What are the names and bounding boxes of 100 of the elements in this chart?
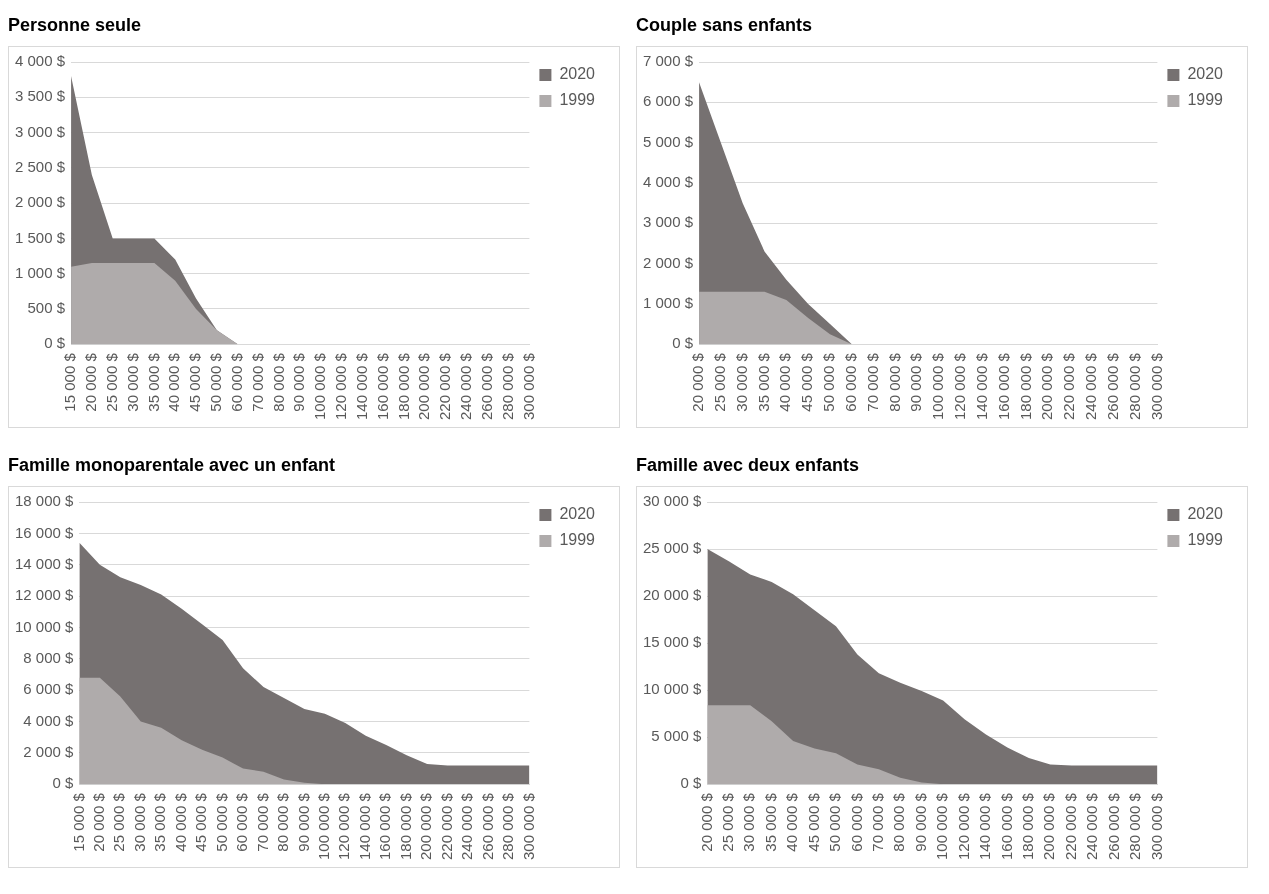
x-tick-label: 180 000 $ — [396, 792, 414, 860]
x-tick-label: 220 000 $ — [436, 352, 454, 420]
x-tick-label: 260 000 $ — [1103, 352, 1121, 420]
x-tick-label: 280 000 $ — [1125, 352, 1143, 420]
y-tick-label: 4 000 $ — [15, 52, 66, 70]
legend-label: 1999 — [559, 531, 596, 549]
x-tick-label: 220 000 $ — [1061, 792, 1079, 860]
y-tick-label: 1 000 $ — [15, 263, 66, 281]
y-tick-label: 1 000 $ — [643, 294, 694, 312]
y-tick-label: 2 000 $ — [15, 193, 66, 211]
x-tick-label: 120 000 $ — [335, 792, 353, 860]
x-tick-label: 60 000 $ — [233, 792, 251, 852]
y-tick-label: 3 000 $ — [15, 122, 66, 140]
x-tick-label: 160 000 $ — [373, 352, 391, 420]
x-tick-label: 200 000 $ — [1038, 352, 1056, 420]
x-tick-label: 240 000 $ — [458, 792, 476, 860]
x-tick-label: 120 000 $ — [951, 352, 969, 420]
y-tick-label: 0 $ — [672, 334, 694, 352]
x-tick-label: 140 000 $ — [352, 352, 370, 420]
x-tick-label: 70 000 $ — [253, 792, 271, 852]
x-tick-label: 45 000 $ — [186, 352, 204, 412]
y-tick-label: 6 000 $ — [643, 92, 694, 110]
x-tick-label: 100 000 $ — [314, 792, 332, 860]
x-tick-label: 25 000 $ — [110, 792, 128, 852]
x-tick-label: 300 000 $ — [519, 792, 537, 860]
x-tick-label: 160 000 $ — [376, 792, 394, 860]
x-tick-label: 80 000 $ — [885, 352, 903, 412]
legend-label: 1999 — [1187, 91, 1224, 109]
y-tick-label: 2 000 $ — [23, 743, 75, 761]
x-tick-label: 140 000 $ — [976, 792, 994, 860]
x-tick-label: 120 000 $ — [332, 352, 350, 420]
x-tick-label: 35 000 $ — [754, 352, 772, 412]
x-tick-label: 60 000 $ — [847, 792, 865, 852]
y-tick-label: 8 000 $ — [23, 648, 75, 666]
x-tick-label: 40 000 $ — [776, 352, 794, 412]
x-tick-label: 50 000 $ — [820, 352, 838, 412]
x-tick-label: 300 000 $ — [1147, 792, 1165, 860]
y-tick-label: 4 000 $ — [643, 173, 694, 191]
x-tick-label: 50 000 $ — [826, 792, 844, 852]
y-tick-label: 12 000 $ — [15, 586, 75, 604]
x-tick-label: 90 000 $ — [290, 352, 308, 412]
y-tick-label: 5 000 $ — [651, 727, 703, 745]
y-tick-label: 1 500 $ — [15, 228, 66, 246]
chart-title: Couple sans enfants — [636, 14, 814, 37]
x-tick-label: 50 000 $ — [212, 792, 230, 852]
y-tick-label: 10 000 $ — [15, 617, 75, 635]
x-tick-label: 70 000 $ — [863, 352, 881, 412]
x-tick-label: 100 000 $ — [933, 792, 951, 860]
y-tick-label: 14 000 $ — [15, 554, 75, 572]
y-tick-label: 6 000 $ — [23, 680, 75, 698]
x-tick-label: 120 000 $ — [954, 792, 972, 860]
x-tick-label: 260 000 $ — [1104, 792, 1122, 860]
y-tick-label: 0 $ — [680, 774, 703, 792]
legend-label: 2020 — [1187, 65, 1224, 83]
x-tick-label: 180 000 $ — [1018, 792, 1036, 860]
x-tick-label: 260 000 $ — [478, 792, 496, 860]
x-tick-label: 200 000 $ — [415, 352, 433, 420]
x-tick-label: 280 000 $ — [1126, 792, 1144, 860]
legend-label: 1999 — [1187, 531, 1224, 549]
y-tick-label: 16 000 $ — [15, 523, 75, 541]
chart-title: Personne seule — [8, 14, 143, 37]
y-tick-label: 4 000 $ — [23, 711, 75, 729]
x-tick-label: 45 000 $ — [804, 792, 822, 852]
x-tick-label: 30 000 $ — [130, 792, 148, 852]
x-tick-label: 30 000 $ — [740, 792, 758, 852]
x-tick-label: 90 000 $ — [294, 792, 312, 852]
x-tick-label: 100 000 $ — [929, 352, 947, 420]
x-tick-label: 60 000 $ — [841, 352, 859, 412]
x-tick-label: 280 000 $ — [498, 352, 516, 420]
x-tick-label: 60 000 $ — [227, 352, 245, 412]
y-tick-label: 7 000 $ — [643, 52, 694, 70]
legend-label: 2020 — [559, 65, 596, 83]
chart-title: Famille avec deux enfants — [636, 454, 861, 477]
x-tick-label: 80 000 $ — [269, 352, 287, 412]
x-tick-label: 25 000 $ — [102, 352, 120, 412]
x-tick-label: 160 000 $ — [994, 352, 1012, 420]
x-tick-label: 40 000 $ — [171, 792, 189, 852]
y-tick-label: 30 000 $ — [643, 492, 703, 510]
chart-title: Famille monoparentale avec un enfant — [8, 454, 337, 477]
x-tick-label: 30 000 $ — [123, 352, 141, 412]
x-tick-label: 80 000 $ — [890, 792, 908, 852]
y-tick-label: 18 000 $ — [15, 492, 75, 510]
y-tick-label: 5 000 $ — [643, 132, 694, 150]
y-tick-label: 2 000 $ — [643, 253, 694, 271]
x-tick-label: 280 000 $ — [499, 792, 517, 860]
y-tick-label: 0 $ — [52, 774, 75, 792]
x-tick-label: 35 000 $ — [144, 352, 162, 412]
x-tick-label: 35 000 $ — [151, 792, 169, 852]
x-tick-label: 45 000 $ — [798, 352, 816, 412]
y-tick-label: 3 000 $ — [643, 213, 694, 231]
x-tick-label: 300 000 $ — [1147, 352, 1165, 420]
x-tick-label: 80 000 $ — [274, 792, 292, 852]
x-tick-label: 100 000 $ — [311, 352, 329, 420]
x-tick-label: 45 000 $ — [192, 792, 210, 852]
y-tick-label: 0 $ — [44, 334, 66, 352]
x-tick-label: 260 000 $ — [477, 352, 495, 420]
x-tick-label: 35 000 $ — [761, 792, 779, 852]
x-tick-label: 70 000 $ — [248, 352, 266, 412]
x-tick-label: 140 000 $ — [972, 352, 990, 420]
x-tick-label: 240 000 $ — [1083, 792, 1101, 860]
